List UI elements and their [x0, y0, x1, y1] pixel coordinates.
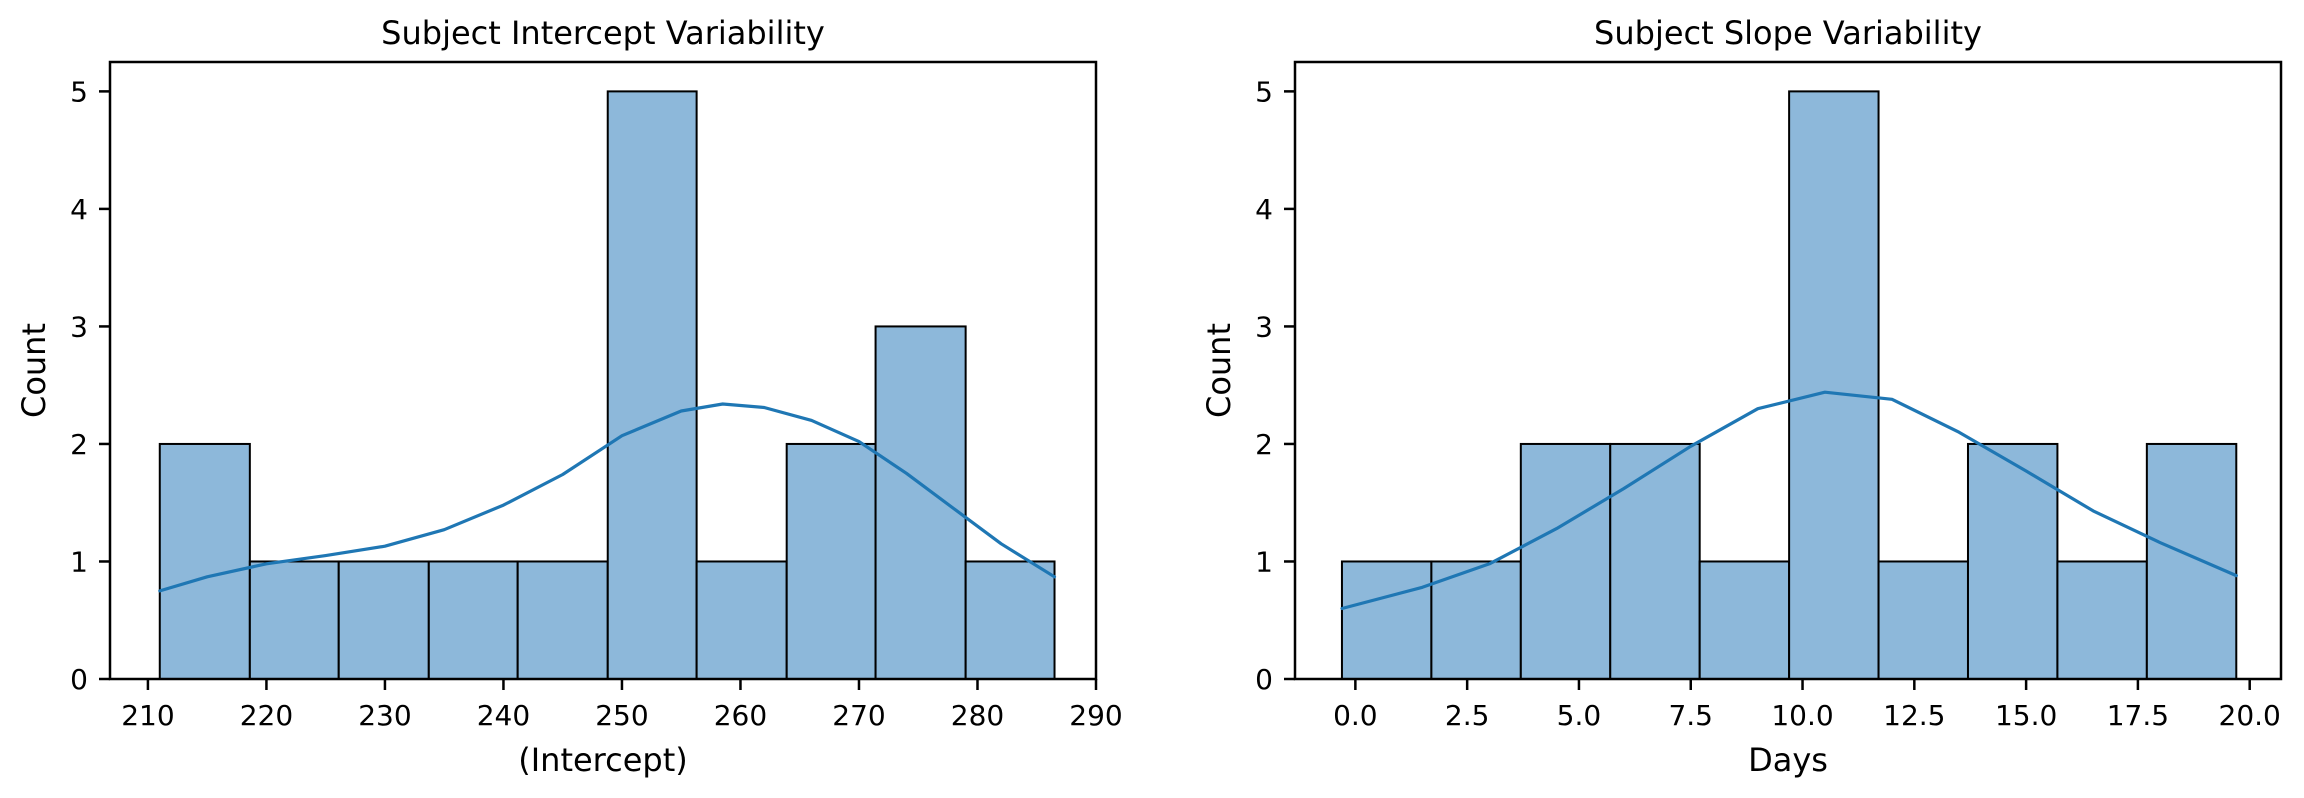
slope-ytick-label: 4: [1255, 193, 1273, 226]
slope-xtick-label: 17.5: [2107, 699, 2169, 732]
slope-xaxis-label: Days: [1748, 741, 1828, 779]
intercept-kde-line: [158, 402, 1057, 593]
intercept-ytick-label: 4: [70, 193, 88, 226]
slope-chart-title: Subject Slope Variability: [1594, 14, 1982, 52]
intercept-ytick-label: 1: [70, 545, 88, 578]
slope-bar: [2145, 442, 2238, 681]
slope-xtick-label: 15.0: [1995, 699, 2057, 732]
intercept-ytick-label: 2: [70, 428, 88, 461]
slope-bar: [1698, 560, 1791, 681]
slope-ytick-label: 3: [1255, 310, 1273, 343]
slope-xtick-label: 5.0: [1557, 699, 1602, 732]
slope-yaxis-label: Count: [1200, 323, 1238, 418]
slope-xtick-label: 7.5: [1668, 699, 1713, 732]
slope-chart: 0.0 2.5 5.0 7.5 10.0 12.5 15.0 17.5 20.0 0 1 2 3 4 5 Su…: [1200, 14, 2283, 779]
intercept-yaxis-label: Count: [15, 323, 53, 418]
intercept-bar: [427, 560, 519, 681]
slope-ytick-label: 5: [1255, 75, 1273, 108]
slope-xtick-label: 10.0: [1771, 699, 1833, 732]
intercept-xtick-label: 220: [240, 699, 293, 732]
intercept-xtick-label: 280: [951, 699, 1004, 732]
intercept-xtick-label: 240: [477, 699, 530, 732]
intercept-axes-frame: [108, 60, 1098, 681]
slope-xtick-label: 20.0: [2219, 699, 2281, 732]
intercept-xaxis-label: (Intercept): [518, 741, 688, 779]
slope-kde-line: [1340, 390, 2238, 611]
intercept-bar: [785, 442, 877, 681]
intercept-xtick-label: 210: [121, 699, 174, 732]
intercept-bar: [964, 560, 1056, 681]
slope-bar: [1340, 560, 1433, 681]
slope-bar: [1877, 560, 1969, 681]
slope-bar: [1609, 442, 1701, 681]
slope-bar: [1966, 442, 2059, 681]
intercept-bar: [248, 560, 340, 681]
intercept-bar: [158, 442, 251, 681]
intercept-xtick-label: 290: [1069, 699, 1122, 732]
intercept-ytick-label: 0: [70, 663, 88, 696]
slope-ytick-label: 2: [1255, 428, 1273, 461]
intercept-chart-title: Subject Intercept Variability: [381, 14, 825, 52]
slope-bar: [2056, 560, 2148, 681]
intercept-xtick-label: 250: [595, 699, 648, 732]
intercept-xtick-label: 260: [714, 699, 767, 732]
slope-xtick-label: 12.5: [1883, 699, 1945, 732]
intercept-ytick-label: 3: [70, 310, 88, 343]
intercept-bar: [606, 90, 698, 680]
slope-ytick-label: 1: [1255, 545, 1273, 578]
intercept-xtick-label: 270: [832, 699, 885, 732]
slope-xtick-label: 2.5: [1445, 699, 1490, 732]
slope-xtick-label: 0.0: [1333, 699, 1378, 732]
intercept-bar: [874, 325, 967, 680]
slope-bar: [1788, 90, 1880, 680]
slope-axes-frame: [1293, 60, 2283, 681]
slope-bar: [1519, 442, 1612, 681]
intercept-bar: [695, 560, 788, 681]
intercept-chart: 210 220 230 240 250 260 270 280 290 0 1 2 3 4 5 Subject…: [15, 14, 1123, 779]
intercept-bar: [516, 560, 609, 681]
intercept-bar: [337, 560, 430, 681]
slope-ytick-label: 0: [1255, 663, 1273, 696]
intercept-xtick-label: 230: [358, 699, 411, 732]
intercept-ytick-label: 5: [70, 75, 88, 108]
